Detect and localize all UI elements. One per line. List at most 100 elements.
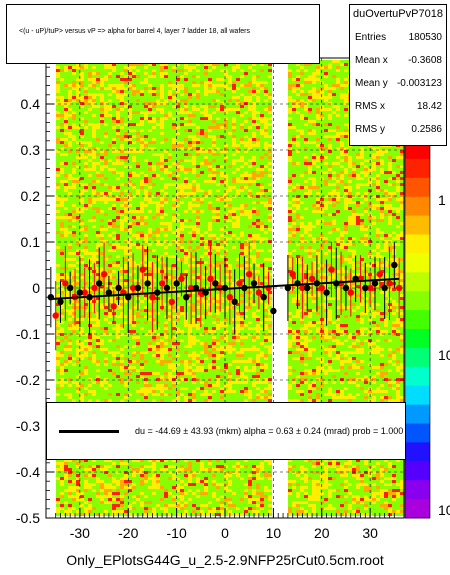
- heatmap-cell: [108, 210, 112, 213]
- heatmap-cell: [104, 390, 108, 393]
- heatmap-cell: [76, 393, 80, 396]
- heatmap-cell: [100, 96, 104, 99]
- heatmap-cell: [124, 399, 128, 402]
- heatmap-cell: [172, 501, 176, 504]
- heatmap-cell: [96, 237, 100, 240]
- heatmap-cell: [168, 171, 172, 174]
- heatmap-cell: [172, 216, 176, 219]
- heatmap-cell: [120, 123, 124, 126]
- heatmap-cell: [180, 210, 184, 213]
- heatmap-cell: [96, 486, 100, 489]
- heatmap-cell: [136, 93, 140, 96]
- heatmap-cell: [88, 510, 92, 513]
- heatmap-cell: [164, 138, 168, 141]
- heatmap-cell: [80, 282, 84, 285]
- heatmap-cell: [64, 78, 68, 81]
- heatmap-cell: [156, 207, 160, 210]
- heatmap-cell: [184, 252, 188, 255]
- heatmap-cell: [156, 192, 160, 195]
- heatmap-cell: [80, 216, 84, 219]
- heatmap-cell: [180, 99, 184, 102]
- heatmap-cell: [124, 132, 128, 135]
- heatmap-cell: [172, 333, 176, 336]
- heatmap-cell: [120, 507, 124, 510]
- heatmap-cell: [56, 126, 60, 129]
- heatmap-cell: [128, 246, 132, 249]
- heatmap-cell: [132, 312, 136, 315]
- heatmap-cell: [180, 255, 184, 258]
- heatmap-cell: [112, 183, 116, 186]
- heatmap-cell: [72, 69, 76, 72]
- heatmap-cell: [88, 180, 92, 183]
- heatmap-cell: [160, 321, 164, 324]
- heatmap-cell: [144, 237, 148, 240]
- heatmap-cell: [120, 87, 124, 90]
- heatmap-cell: [84, 186, 88, 189]
- heatmap-cell: [88, 375, 92, 378]
- heatmap-cell: [168, 90, 172, 93]
- heatmap-cell: [60, 288, 64, 291]
- heatmap-cell: [152, 372, 156, 375]
- heatmap-cell: [84, 345, 88, 348]
- heatmap-cell: [112, 264, 116, 267]
- heatmap-cell: [104, 462, 108, 465]
- heatmap-cell: [136, 342, 140, 345]
- heatmap-cell: [124, 336, 128, 339]
- heatmap-cell: [136, 63, 140, 66]
- heatmap-cell: [132, 114, 136, 117]
- heatmap-cell: [80, 201, 84, 204]
- heatmap-cell: [148, 171, 152, 174]
- heatmap-cell: [168, 192, 172, 195]
- heatmap-cell: [148, 198, 152, 201]
- heatmap-cell: [140, 483, 144, 486]
- heatmap-cell: [56, 240, 60, 243]
- heatmap-cell: [60, 462, 64, 465]
- heatmap-cell: [60, 486, 64, 489]
- heatmap-cell: [112, 81, 116, 84]
- heatmap-cell: [108, 372, 112, 375]
- heatmap-cell: [116, 507, 120, 510]
- heatmap-cell: [148, 204, 152, 207]
- heatmap-cell: [100, 132, 104, 135]
- heatmap-cell: [128, 177, 132, 180]
- heatmap-cell: [100, 507, 104, 510]
- heatmap-cell: [84, 123, 88, 126]
- heatmap-cell: [116, 492, 120, 495]
- heatmap-cell: [176, 363, 180, 366]
- heatmap-cell: [152, 99, 156, 102]
- heatmap-cell: [72, 480, 76, 483]
- heatmap-cell: [164, 87, 168, 90]
- heatmap-cell: [92, 150, 96, 153]
- heatmap-cell: [88, 201, 92, 204]
- heatmap-cell: [140, 243, 144, 246]
- heatmap-cell: [128, 225, 132, 228]
- heatmap-cell: [108, 117, 112, 120]
- heatmap-cell: [68, 201, 72, 204]
- heatmap-cell: [104, 495, 108, 498]
- heatmap-cell: [104, 225, 108, 228]
- heatmap-cell: [144, 273, 148, 276]
- heatmap-cell: [56, 141, 60, 144]
- heatmap-cell: [140, 318, 144, 321]
- heatmap-cell: [84, 105, 88, 108]
- heatmap-cell: [76, 93, 80, 96]
- heatmap-cell: [164, 102, 168, 105]
- heatmap-cell: [64, 189, 68, 192]
- heatmap-cell: [64, 333, 68, 336]
- heatmap-cell: [132, 243, 136, 246]
- heatmap-cell: [128, 318, 132, 321]
- heatmap-cell: [184, 99, 188, 102]
- heatmap-cell: [56, 204, 60, 207]
- heatmap-cell: [156, 354, 160, 357]
- heatmap-cell: [124, 459, 128, 462]
- heatmap-cell: [132, 486, 136, 489]
- heatmap-cell: [176, 306, 180, 309]
- heatmap-cell: [136, 489, 140, 492]
- heatmap-cell: [172, 117, 176, 120]
- heatmap-cell: [136, 252, 140, 255]
- heatmap-cell: [92, 486, 96, 489]
- heatmap-cell: [84, 72, 88, 75]
- heatmap-cell: [184, 378, 188, 381]
- heatmap-cell: [96, 336, 100, 339]
- heatmap-cell: [144, 492, 148, 495]
